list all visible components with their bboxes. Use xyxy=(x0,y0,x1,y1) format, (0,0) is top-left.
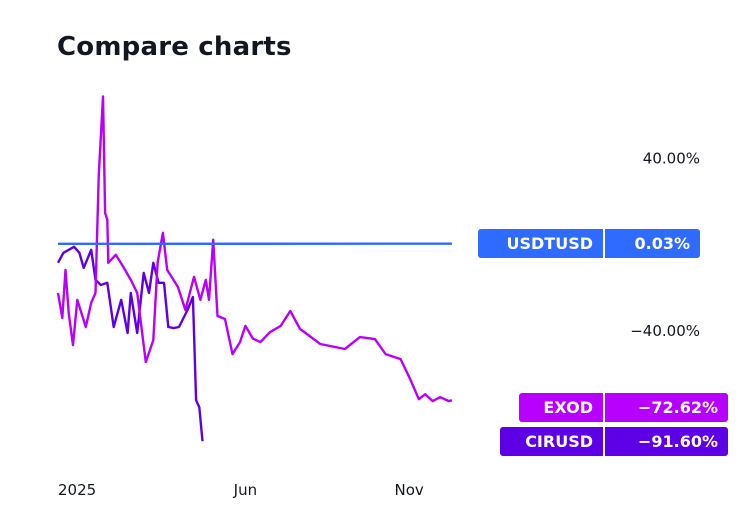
series-line-cirusd[interactable] xyxy=(56,245,204,442)
series-name-label: USDTUSD xyxy=(478,229,603,258)
y-tick-label: 40.00% xyxy=(643,150,700,168)
series-value-label: −91.60% xyxy=(605,427,728,456)
chart-title: Compare charts xyxy=(57,32,292,62)
series-value-label: −72.62% xyxy=(605,393,728,422)
y-tick-label: −40.00% xyxy=(630,322,700,340)
x-tick-label: 2025 xyxy=(58,481,96,499)
x-tick-label: Jun xyxy=(233,481,257,499)
x-tick-label: Nov xyxy=(395,481,424,499)
series-name-label: CIRUSD xyxy=(500,427,603,456)
series-name-label: EXOD xyxy=(519,393,603,422)
series-line-exod[interactable] xyxy=(56,95,453,403)
series-value-label: 0.03% xyxy=(605,229,700,258)
